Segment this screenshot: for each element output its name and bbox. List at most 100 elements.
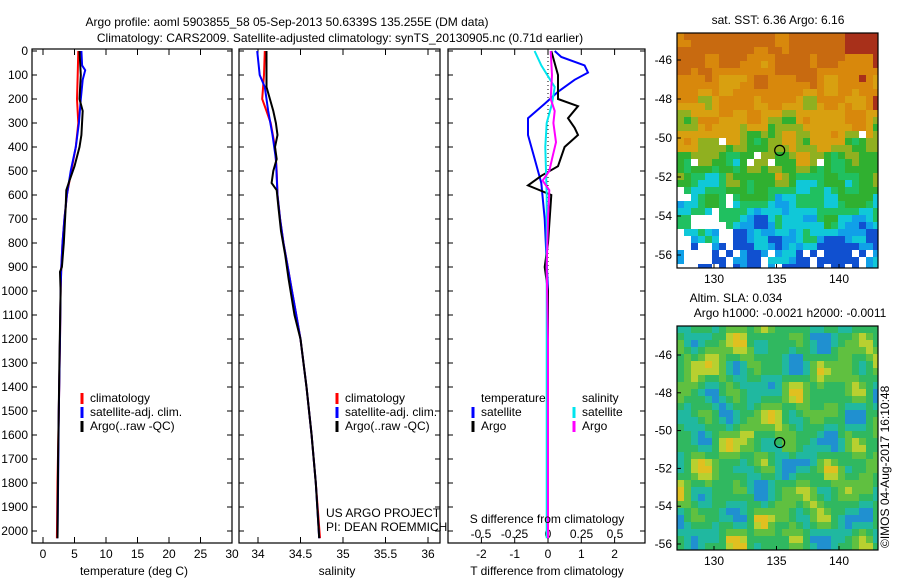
map-cell — [789, 229, 796, 236]
map-cell — [754, 236, 761, 243]
map-cell — [782, 250, 789, 257]
map-cell — [747, 501, 754, 508]
lat-tick-label: -52 — [655, 461, 673, 475]
map-cell — [719, 445, 726, 452]
map-cell — [677, 152, 684, 159]
map-cell — [789, 382, 796, 389]
map-cell — [705, 117, 712, 124]
map-cell — [775, 459, 782, 466]
map-cell — [719, 257, 726, 264]
map-cell — [852, 487, 859, 494]
map-cell — [824, 340, 831, 347]
map-cell — [838, 396, 845, 403]
map-cell — [740, 333, 747, 340]
map-cell — [712, 166, 719, 173]
map-cell — [719, 180, 726, 187]
map-cell — [747, 264, 754, 268]
map-cell — [719, 54, 726, 61]
map-cell — [796, 410, 803, 417]
map-cell — [817, 347, 824, 354]
map-cell — [712, 368, 719, 375]
map-cell — [733, 194, 740, 201]
map-cell — [824, 543, 831, 550]
map-cell — [782, 187, 789, 194]
map-cell — [677, 515, 684, 522]
map-cell — [803, 180, 810, 187]
map-cell — [817, 201, 824, 208]
map-cell — [831, 173, 838, 180]
map-cell — [698, 487, 705, 494]
map-cell — [803, 96, 810, 103]
map-cell — [726, 131, 733, 138]
map-cell — [810, 68, 817, 75]
map-cell — [775, 243, 782, 250]
map-cell — [754, 243, 761, 250]
map-cell — [740, 494, 747, 501]
map-cell — [712, 187, 719, 194]
map-cell — [726, 347, 733, 354]
map-cell — [803, 103, 810, 110]
map-cell — [733, 131, 740, 138]
map-cell — [810, 103, 817, 110]
map-cell — [684, 438, 691, 445]
map-cell — [873, 208, 878, 215]
map-cell — [873, 40, 878, 47]
map-cell — [726, 438, 733, 445]
map-cell — [712, 396, 719, 403]
map-cell — [768, 494, 775, 501]
map-cell — [831, 333, 838, 340]
map-cell — [768, 117, 775, 124]
map-cell — [698, 410, 705, 417]
map-cell — [838, 368, 845, 375]
map-cell — [831, 522, 838, 529]
map-cell — [726, 452, 733, 459]
map-cell — [845, 543, 852, 550]
map-cell — [859, 236, 866, 243]
map-cell — [733, 382, 740, 389]
map-cell — [866, 264, 873, 268]
map-cell — [873, 243, 878, 250]
map-cell — [719, 243, 726, 250]
x2-tick-label: 0.25 — [570, 527, 594, 541]
map-cell — [824, 389, 831, 396]
map-cell — [761, 194, 768, 201]
map-cell — [845, 117, 852, 124]
map-cell — [859, 124, 866, 131]
map-cell — [747, 494, 754, 501]
map-cell — [859, 487, 866, 494]
map-cell — [691, 403, 698, 410]
map-cell — [817, 522, 824, 529]
map-cell — [782, 536, 789, 543]
map-cell — [803, 236, 810, 243]
map-cell — [859, 417, 866, 424]
map-cell — [796, 543, 803, 550]
map-cell — [866, 445, 873, 452]
map-cell — [747, 131, 754, 138]
map-cell — [754, 138, 761, 145]
map-cell — [852, 89, 859, 96]
map-cell — [803, 222, 810, 229]
map-cell — [712, 47, 719, 54]
map-cell — [740, 264, 747, 268]
map-cell — [852, 124, 859, 131]
map-cell — [761, 501, 768, 508]
map-cell — [691, 368, 698, 375]
map-cell — [761, 368, 768, 375]
map-cell — [775, 487, 782, 494]
map-cell — [852, 110, 859, 117]
map-cell — [852, 61, 859, 68]
map-cell — [803, 159, 810, 166]
map-cell — [810, 138, 817, 145]
map-cell — [768, 180, 775, 187]
map-cell — [712, 173, 719, 180]
map-cell — [796, 68, 803, 75]
map-cell — [740, 473, 747, 480]
map-cell — [824, 522, 831, 529]
map-cell — [726, 117, 733, 124]
map-cell — [838, 117, 845, 124]
map-cell — [803, 501, 810, 508]
map-cell — [705, 459, 712, 466]
map-cell — [817, 445, 824, 452]
map-cell — [754, 75, 761, 82]
map-cell — [698, 445, 705, 452]
